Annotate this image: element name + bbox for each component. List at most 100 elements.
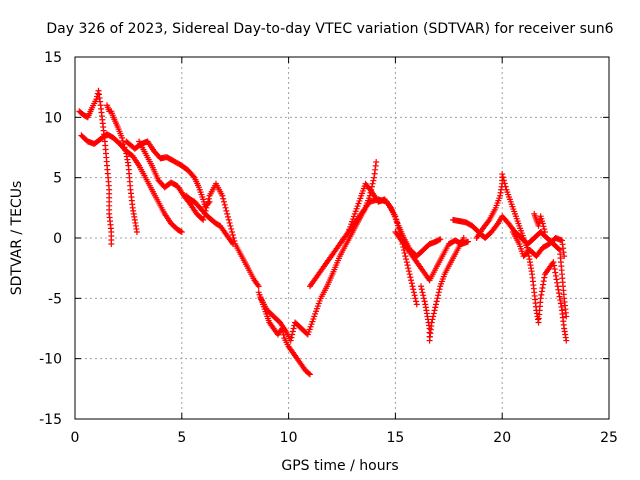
data-point-marker bbox=[431, 307, 438, 314]
data-point-marker bbox=[133, 228, 140, 235]
data-point-marker bbox=[219, 192, 226, 199]
chart-title: Day 326 of 2023, Sidereal Day-to-day VTE… bbox=[46, 21, 613, 37]
data-point-marker bbox=[555, 286, 562, 293]
x-tick-label: 20 bbox=[493, 430, 511, 446]
y-tick-label: 5 bbox=[53, 171, 62, 187]
data-point-marker bbox=[220, 195, 227, 202]
data-point-marker bbox=[221, 201, 228, 208]
data-point-marker bbox=[435, 289, 442, 296]
data-point-marker bbox=[280, 331, 287, 338]
data-series-track-6 bbox=[183, 192, 237, 248]
data-point-marker bbox=[226, 219, 233, 226]
data-point-marker bbox=[554, 279, 561, 286]
data-series-track-1 bbox=[76, 87, 115, 248]
data-point-marker bbox=[177, 228, 184, 235]
data-point-marker bbox=[556, 293, 563, 300]
data-point-marker bbox=[370, 177, 377, 184]
data-point-marker bbox=[541, 228, 548, 235]
data-point-marker bbox=[224, 210, 231, 217]
data-point-marker bbox=[408, 280, 415, 287]
data-point-marker bbox=[550, 259, 557, 266]
data-point-marker bbox=[539, 284, 546, 291]
data-point-marker bbox=[551, 262, 558, 269]
data-point-marker bbox=[430, 310, 437, 317]
data-point-marker bbox=[230, 241, 237, 248]
data-point-marker bbox=[430, 313, 437, 320]
data-point-marker bbox=[434, 295, 441, 302]
data-point-marker bbox=[178, 228, 185, 235]
data-point-marker bbox=[433, 298, 440, 305]
y-tick-label: -5 bbox=[48, 291, 62, 307]
data-point-marker bbox=[421, 298, 428, 305]
data-point-marker bbox=[540, 281, 547, 288]
data-point-marker bbox=[228, 225, 235, 232]
data-point-marker bbox=[407, 274, 414, 281]
data-point-marker bbox=[465, 238, 472, 245]
data-point-marker bbox=[541, 226, 548, 233]
data-point-marker bbox=[203, 204, 210, 211]
data-point-marker bbox=[93, 96, 100, 103]
data-point-marker bbox=[288, 334, 295, 341]
data-point-marker bbox=[539, 220, 546, 227]
data-series-track-14 bbox=[473, 171, 570, 344]
data-point-marker bbox=[502, 183, 509, 190]
plot-frame bbox=[74, 56, 610, 420]
data-point-marker bbox=[204, 201, 211, 208]
plot-area bbox=[76, 87, 570, 378]
data-point-marker bbox=[373, 158, 380, 165]
x-tick-label: 25 bbox=[600, 430, 618, 446]
data-point-marker bbox=[500, 174, 507, 181]
data-series-track-16 bbox=[531, 210, 548, 235]
data-point-marker bbox=[540, 278, 547, 285]
data-point-marker bbox=[405, 268, 412, 275]
data-point-marker bbox=[222, 204, 229, 211]
data-point-marker bbox=[435, 292, 442, 299]
data-point-marker bbox=[419, 289, 426, 296]
x-tick-label: 15 bbox=[386, 430, 404, 446]
data-point-marker bbox=[228, 228, 235, 235]
data-point-marker bbox=[436, 236, 443, 243]
data-point-marker bbox=[220, 198, 227, 205]
data-point-marker bbox=[204, 198, 211, 205]
data-point-marker bbox=[554, 283, 561, 290]
data-point-marker bbox=[289, 328, 296, 335]
data-point-marker bbox=[460, 235, 467, 241]
y-tick-label: -10 bbox=[39, 352, 62, 368]
data-point-marker bbox=[411, 292, 418, 299]
data-point-marker bbox=[432, 304, 439, 311]
data-point-marker bbox=[403, 259, 410, 266]
data-point-marker bbox=[552, 272, 559, 279]
y-tick-label: -15 bbox=[39, 412, 62, 428]
data-point-marker bbox=[555, 290, 562, 297]
data-point-marker bbox=[118, 134, 125, 141]
data-series-track-2 bbox=[104, 102, 140, 235]
y-tick-label: 15 bbox=[44, 50, 62, 66]
x-tick-label: 10 bbox=[280, 430, 298, 446]
data-point-marker bbox=[418, 286, 425, 293]
data-point-marker bbox=[406, 271, 413, 278]
data-point-marker bbox=[413, 298, 420, 305]
data-point-marker bbox=[537, 295, 544, 302]
data-point-marker bbox=[369, 180, 376, 187]
data-point-marker bbox=[205, 195, 212, 202]
data-point-marker bbox=[108, 241, 115, 248]
data-point-marker bbox=[229, 231, 236, 238]
data-point-marker bbox=[558, 303, 565, 310]
data-series-track-3 bbox=[78, 131, 185, 235]
data-point-marker bbox=[290, 325, 297, 332]
data-point-marker bbox=[227, 222, 234, 229]
data-point-marker bbox=[255, 283, 262, 290]
axis-ticks: 0 5 10 15 20 25 -15 -10 -5 0 5 10 15 bbox=[39, 50, 618, 446]
data-series-track-15 bbox=[509, 228, 568, 260]
x-axis-label: GPS time / hours bbox=[281, 458, 398, 474]
data-point-marker bbox=[540, 223, 547, 230]
data-point-marker bbox=[224, 213, 231, 220]
data-point-marker bbox=[557, 300, 564, 307]
data-point-marker bbox=[401, 250, 408, 257]
data-point-marker bbox=[305, 370, 312, 377]
data-point-marker bbox=[402, 253, 409, 260]
data-point-marker bbox=[412, 295, 419, 302]
data-point-marker bbox=[404, 262, 411, 269]
